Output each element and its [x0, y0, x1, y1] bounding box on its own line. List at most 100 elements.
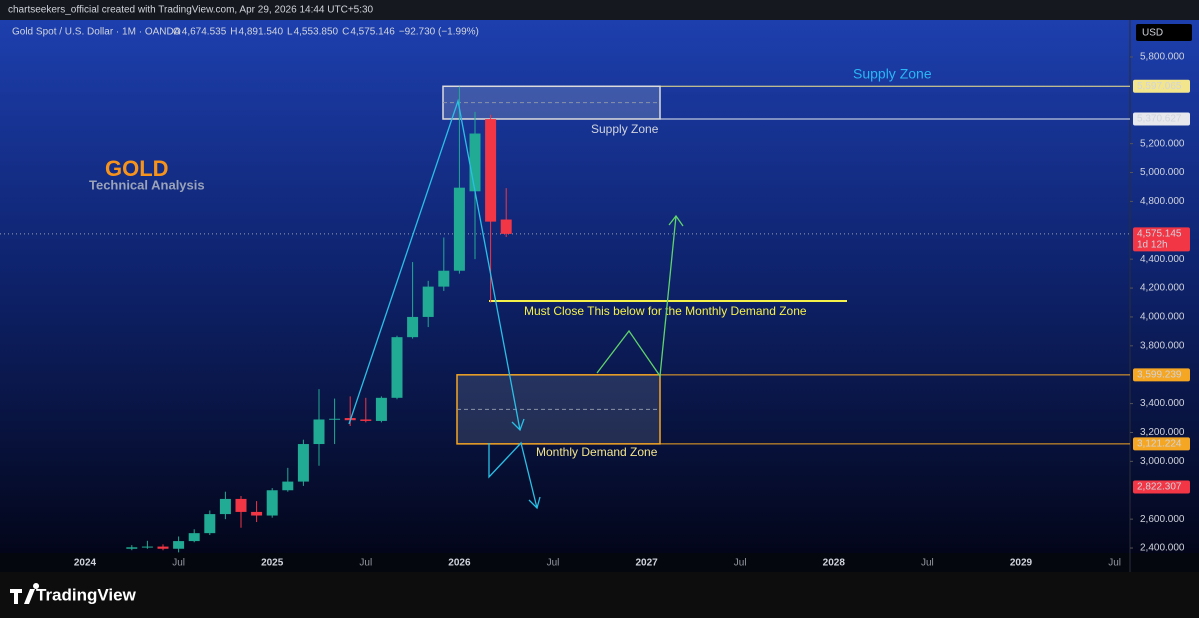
level-label-box [1133, 112, 1190, 126]
candle-body [391, 337, 403, 398]
x-tick-label: 2026 [448, 558, 471, 569]
candle-body [297, 444, 309, 482]
arrow-head [511, 418, 525, 432]
candle-body [329, 418, 341, 420]
candle-body [282, 481, 294, 491]
level-label: 3,121.224 [1137, 439, 1182, 450]
x-tick-label: Jul [359, 558, 372, 569]
level-label-box [1133, 79, 1190, 93]
x-tick-label: 2029 [1010, 558, 1033, 569]
y-tick-label: 4,200.000 [1140, 283, 1185, 294]
x-tick-label: Jul [547, 558, 560, 569]
x-tick-label: Jul [172, 558, 185, 569]
legend-value: 4,553.850 [294, 27, 339, 38]
note: Must Close This below for the Monthly De… [524, 304, 807, 318]
y-tick-label: 5,800.000 [1140, 52, 1185, 63]
arrow-path [488, 441, 538, 509]
candle-body [204, 514, 216, 534]
candle-body [313, 419, 325, 445]
arrow-path [348, 98, 521, 431]
footer [0, 572, 1199, 618]
footer-logo: TradingView [10, 583, 137, 604]
logo-mark [10, 583, 40, 604]
candle-body [173, 541, 185, 549]
legend-key: H [230, 27, 237, 38]
candle-body [126, 547, 138, 549]
x-tick-label: 2028 [823, 558, 846, 569]
footer-brand: TradingView [36, 585, 137, 604]
top-bar [0, 0, 1199, 20]
level-label-box [1133, 227, 1190, 252]
x-tick-label: 2024 [74, 558, 97, 569]
y-tick-label: 2,400.000 [1140, 543, 1185, 554]
y-tick-label: 2,600.000 [1140, 514, 1185, 525]
candle-body [188, 533, 200, 542]
candle-body [453, 187, 465, 271]
legend-key: O [173, 27, 181, 38]
symbol: Gold Spot / U.S. Dollar · 1M · OANDA [12, 27, 181, 38]
credit: chartseekers_official created with Tradi… [8, 5, 374, 16]
candle-body [407, 316, 419, 338]
level-label: 4,575.145 [1137, 229, 1182, 240]
currency-box [1136, 24, 1192, 41]
candle-body [469, 133, 481, 192]
legend-key: L [287, 27, 293, 38]
recovery-arrow [596, 214, 684, 378]
candle-body [360, 419, 372, 421]
plot [0, 85, 1130, 553]
level-label-box [1133, 480, 1190, 494]
legend: Gold Spot / U.S. Dollar · 1M · OANDA O 4,… [12, 27, 479, 38]
candle-body [141, 546, 153, 548]
x-tick-label: Jul [1108, 558, 1121, 569]
y-tick-label: 3,200.000 [1140, 427, 1185, 438]
level-label: 5,597.065 [1137, 81, 1182, 92]
y-tick-label: 5,000.000 [1140, 167, 1185, 178]
brand-title: GOLD [105, 156, 169, 181]
arrow-path [596, 215, 677, 378]
y-tick-label: 4,800.000 [1140, 196, 1185, 207]
y-tick-label: 3,000.000 [1140, 456, 1185, 467]
x-axis-strip [0, 553, 1199, 572]
currency: USD [1142, 28, 1163, 39]
candle-body [500, 219, 512, 234]
x-tick-label: Jul [734, 558, 747, 569]
demand-zone-label: Monthly Demand Zone [536, 445, 658, 459]
candle-body [235, 498, 247, 512]
candle-body [375, 397, 387, 421]
legend-change: −92.730 (−1.99%) [399, 27, 479, 38]
level-label: 3,599.239 [1137, 369, 1182, 380]
arrow-head [668, 214, 684, 227]
y-tick-label: 4,000.000 [1140, 312, 1185, 323]
x-tick-label: 2025 [261, 558, 284, 569]
brand-subtitle: Technical Analysis [89, 177, 205, 192]
level-countdown: 1d 12h [1137, 240, 1168, 251]
candle-body [219, 498, 231, 515]
arrow-head [528, 496, 541, 510]
supply-zone-title: Supply Zone [853, 66, 932, 82]
x-tick-label: Jul [921, 558, 934, 569]
candle-body [157, 546, 169, 549]
level-label: 5,370.627 [1137, 114, 1182, 125]
level-label-box [1133, 368, 1190, 382]
candle-body [485, 119, 497, 222]
y-tick-label: 4,400.000 [1140, 254, 1185, 265]
candle-body [438, 270, 450, 287]
y-tick-label: 3,400.000 [1140, 398, 1185, 409]
legend-value: 4,575.146 [350, 27, 395, 38]
supply-zone-label: Supply Zone [591, 122, 659, 136]
candle-body [422, 286, 434, 317]
projection-arrows [348, 98, 541, 510]
candle-body [266, 490, 278, 516]
legend-value: 4,891.540 [239, 27, 284, 38]
plot-background [0, 20, 1199, 553]
x-tick-label: 2027 [635, 558, 658, 569]
candle-body [251, 511, 263, 516]
level-label: 2,822.307 [1137, 482, 1182, 493]
y-tick-label: 3,800.000 [1140, 340, 1185, 351]
legend-key: C [342, 27, 349, 38]
level-label-box [1133, 437, 1190, 451]
y-tick-label: 5,200.000 [1140, 138, 1185, 149]
legend-value: 4,674.535 [182, 27, 227, 38]
